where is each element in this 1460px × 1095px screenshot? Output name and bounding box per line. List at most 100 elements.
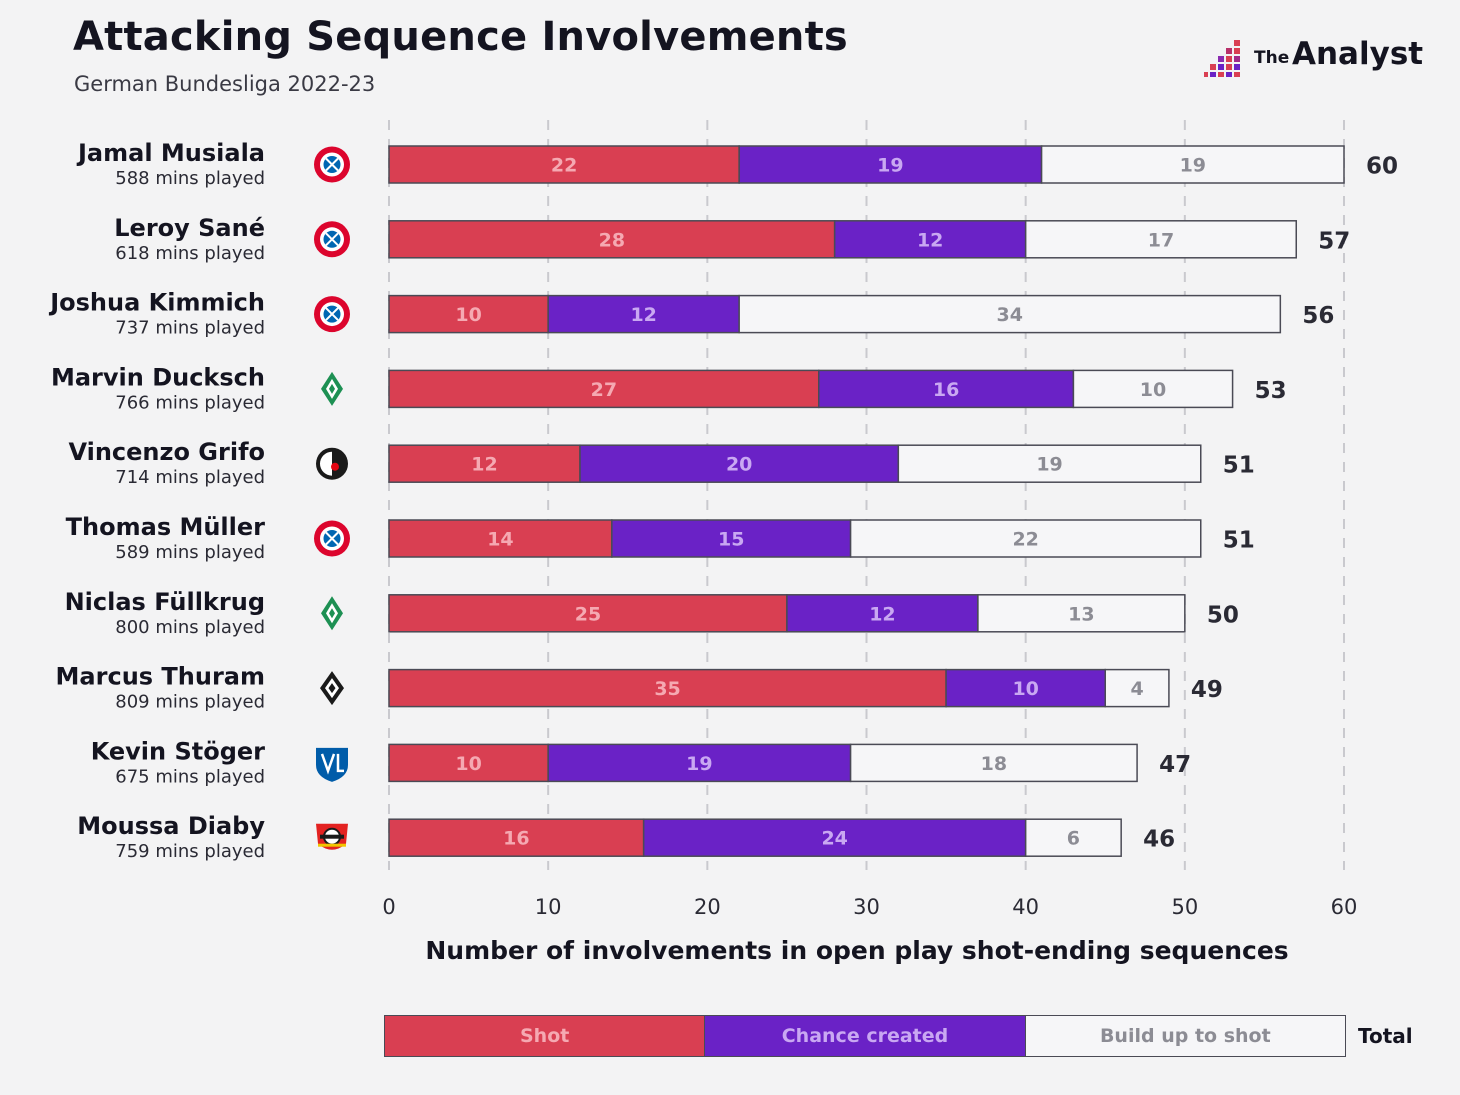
minutes-played: 766 mins played bbox=[115, 392, 265, 413]
x-tick-label: 20 bbox=[694, 895, 721, 919]
bar-build-up bbox=[1072, 369, 1234, 409]
minutes-played: 714 mins played bbox=[115, 467, 265, 488]
bar-value-label: 4 bbox=[1130, 678, 1143, 700]
bar-chance-created bbox=[786, 594, 979, 633]
crest-diamonds bbox=[325, 232, 339, 247]
crest-w-inner bbox=[329, 608, 335, 619]
legend: Shot Chance created Build up to shot bbox=[384, 1015, 1346, 1057]
x-tick-label: 60 bbox=[1331, 895, 1358, 919]
bar-value-label: 14 bbox=[487, 529, 513, 551]
bar-build-up bbox=[1040, 145, 1345, 184]
bar-build-up bbox=[1024, 818, 1122, 857]
minutes-played: 618 mins played bbox=[115, 243, 265, 264]
bar-value-label: 16 bbox=[933, 379, 959, 401]
minutes-played: 589 mins played bbox=[115, 542, 265, 563]
brand-name-text: Analyst bbox=[1292, 36, 1424, 72]
bar-build-up bbox=[1024, 220, 1297, 259]
crest-bar bbox=[320, 834, 344, 839]
bar-value-label: 10 bbox=[455, 753, 481, 775]
bar-chance-created bbox=[579, 444, 900, 483]
bar-chance-created bbox=[547, 743, 852, 783]
bar-value-label: 12 bbox=[917, 229, 943, 251]
bar-build-up bbox=[977, 594, 1186, 633]
bar-build-up bbox=[897, 444, 1202, 483]
player-name: Thomas Müller bbox=[66, 513, 265, 541]
x-tick-label: 40 bbox=[1012, 895, 1039, 919]
player-name: Moussa Diaby bbox=[77, 812, 265, 840]
bayern-munich-crest-icon bbox=[314, 221, 350, 258]
player-name: Jamal Musiala bbox=[76, 139, 265, 167]
crest-letters bbox=[320, 753, 344, 775]
bar-value-label: 13 bbox=[1068, 603, 1094, 625]
bar-value-label: 12 bbox=[869, 603, 895, 625]
bar-chance-created bbox=[611, 519, 852, 558]
player-name: Marvin Ducksch bbox=[51, 363, 265, 391]
player-name: Leroy Sané bbox=[114, 214, 265, 242]
minutes-played: 800 mins played bbox=[115, 617, 265, 638]
bayern-munich-crest-icon bbox=[314, 520, 350, 557]
bar-value-label: 6 bbox=[1067, 828, 1080, 850]
player-name: Joshua Kimmich bbox=[48, 289, 265, 317]
bar-value-label: 19 bbox=[877, 155, 903, 177]
bar-value-label: 19 bbox=[1036, 454, 1062, 476]
legend-shot: Shot bbox=[385, 1016, 705, 1056]
crest-core bbox=[328, 683, 336, 694]
sc-freiburg-crest-icon bbox=[316, 447, 348, 480]
player-name: Niclas Füllkrug bbox=[65, 588, 265, 616]
bar-total-label: 51 bbox=[1223, 453, 1255, 479]
chart-subtitle: German Bundesliga 2022-23 bbox=[74, 72, 376, 96]
legend-total: Total bbox=[1358, 1024, 1413, 1048]
bar-value-label: 10 bbox=[1140, 379, 1166, 401]
bar-total-label: 56 bbox=[1302, 303, 1334, 329]
bar-total-label: 49 bbox=[1191, 677, 1223, 703]
bar-total-label: 51 bbox=[1223, 528, 1255, 554]
bar-shot bbox=[388, 743, 549, 783]
bar-value-label: 12 bbox=[630, 304, 656, 326]
x-tick-label: 50 bbox=[1171, 895, 1198, 919]
brand-logo: The Analyst bbox=[1204, 34, 1434, 82]
minutes-played: 809 mins played bbox=[115, 692, 265, 713]
crest-diamonds bbox=[325, 531, 339, 546]
bar-shot bbox=[388, 519, 613, 558]
x-tick-label: 30 bbox=[853, 895, 880, 919]
legend-chance-created: Chance created bbox=[704, 1016, 1026, 1056]
bar-value-label: 15 bbox=[718, 529, 744, 551]
crest-half bbox=[320, 451, 332, 476]
legend-build-up: Build up to shot bbox=[1025, 1016, 1345, 1056]
bar-total-label: 47 bbox=[1159, 752, 1191, 778]
bar-shot bbox=[388, 294, 549, 334]
chart-title: Attacking Sequence Involvements bbox=[73, 14, 848, 60]
bar-value-label: 20 bbox=[726, 454, 752, 476]
bar-value-label: 35 bbox=[654, 678, 680, 700]
bar-value-label: 24 bbox=[821, 828, 847, 850]
bar-value-label: 22 bbox=[1012, 529, 1038, 551]
bar-total-label: 46 bbox=[1143, 827, 1175, 853]
bar-value-label: 12 bbox=[471, 454, 497, 476]
bar-chance-created bbox=[642, 818, 1027, 857]
bar-value-label: 28 bbox=[599, 229, 625, 251]
crest-w-inner bbox=[329, 383, 335, 394]
bar-value-label: 19 bbox=[1180, 155, 1206, 177]
bar-value-label: 17 bbox=[1148, 229, 1174, 251]
player-name: Kevin Stöger bbox=[91, 737, 265, 765]
minutes-played: 759 mins played bbox=[115, 841, 265, 862]
minutes-played: 675 mins played bbox=[115, 766, 265, 787]
bar-build-up bbox=[849, 743, 1138, 783]
bar-chance-created bbox=[547, 294, 740, 334]
werder-bremen-crest-icon bbox=[321, 596, 343, 631]
crest-dot bbox=[331, 462, 339, 471]
bar-chance-created bbox=[818, 369, 1075, 409]
minutes-played: 588 mins played bbox=[115, 168, 265, 189]
analyst-logo-icon bbox=[1204, 40, 1240, 77]
bar-value-label: 25 bbox=[575, 603, 601, 625]
bayern-munich-crest-icon bbox=[314, 296, 350, 333]
bar-value-label: 34 bbox=[997, 304, 1023, 326]
x-tick-label: 0 bbox=[382, 895, 395, 919]
bar-total-label: 57 bbox=[1318, 228, 1350, 254]
bar-shot bbox=[388, 818, 645, 857]
minutes-played: 737 mins played bbox=[115, 318, 265, 339]
bayern-munich-crest-icon bbox=[314, 146, 350, 183]
bar-value-label: 16 bbox=[503, 828, 529, 850]
bar-shot bbox=[388, 220, 836, 259]
bar-total-label: 53 bbox=[1255, 378, 1287, 404]
